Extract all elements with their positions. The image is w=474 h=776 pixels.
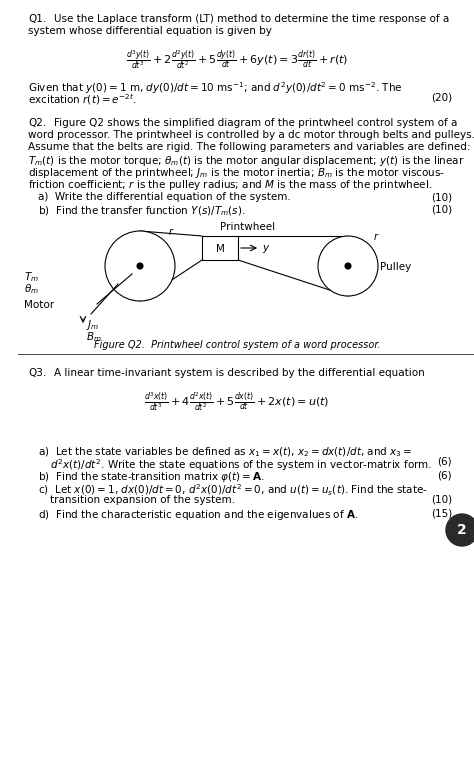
- Text: $J_m$: $J_m$: [86, 318, 100, 332]
- Text: Q3.: Q3.: [28, 368, 46, 378]
- Text: $y$: $y$: [262, 243, 271, 255]
- Text: (10): (10): [431, 204, 452, 214]
- Text: (15): (15): [431, 508, 452, 518]
- Text: $\frac{d^3x(t)}{dt^3} + 4\frac{d^2x(t)}{dt^2} + 5\frac{dx(t)}{dt} + 2x(t) = u(t): $\frac{d^3x(t)}{dt^3} + 4\frac{d^2x(t)}{…: [145, 390, 329, 413]
- Text: c)  Let $x(0) = 1$, $dx(0)/dt = 0$, $d^2x(0)/dt^2 = 0$, and $u(t) = u_s(t)$. Fin: c) Let $x(0) = 1$, $dx(0)/dt = 0$, $d^2x…: [38, 483, 428, 498]
- Text: Use the Laplace transform (LT) method to determine the time response of a: Use the Laplace transform (LT) method to…: [54, 14, 449, 24]
- Text: $B_m$: $B_m$: [86, 330, 102, 344]
- Text: word processor. The printwheel is controlled by a dc motor through belts and pul: word processor. The printwheel is contro…: [28, 130, 474, 140]
- Text: friction coefficient; $r$ is the pulley radius; and $M$ is the mass of the print: friction coefficient; $r$ is the pulley …: [28, 178, 432, 192]
- Text: Q2.: Q2.: [28, 118, 46, 128]
- Text: $T_m$: $T_m$: [24, 270, 39, 284]
- Circle shape: [137, 263, 143, 269]
- Text: r: r: [169, 227, 173, 237]
- Circle shape: [345, 263, 351, 269]
- Text: Q1.: Q1.: [28, 14, 46, 24]
- Text: $d^2x(t)/dt^2$. Write the state equations of the system in vector-matrix form.: $d^2x(t)/dt^2$. Write the state equation…: [50, 457, 432, 473]
- Text: system whose differential equation is given by: system whose differential equation is gi…: [28, 26, 272, 36]
- Text: (6): (6): [438, 457, 452, 467]
- Text: Figure Q2.  Printwheel control system of a word processor.: Figure Q2. Printwheel control system of …: [94, 340, 380, 350]
- Text: b)  Find the state-transition matrix $\varphi(t) = \mathbf{A}$.: b) Find the state-transition matrix $\va…: [38, 470, 265, 484]
- Text: M: M: [216, 244, 224, 254]
- Text: $T_m(t)$ is the motor torque; $\theta_m(t)$ is the motor angular displacement; $: $T_m(t)$ is the motor torque; $\theta_m(…: [28, 154, 465, 168]
- Text: (20): (20): [431, 92, 452, 102]
- Text: (10): (10): [431, 192, 452, 202]
- Text: Motor: Motor: [24, 300, 54, 310]
- Text: $\frac{d^3y(t)}{dt^3} + 2\frac{d^2y(t)}{dt^2} + 5\frac{dy(t)}{dt} + 6y(t) = 3\fr: $\frac{d^3y(t)}{dt^3} + 2\frac{d^2y(t)}{…: [126, 48, 348, 71]
- Text: r: r: [374, 232, 378, 242]
- Circle shape: [446, 514, 474, 546]
- Text: transition expansion of the system.: transition expansion of the system.: [50, 495, 235, 505]
- Text: excitation $r(t) = e^{-2t}$.: excitation $r(t) = e^{-2t}$.: [28, 92, 137, 107]
- Text: Assume that the belts are rigid. The following parameters and variables are defi: Assume that the belts are rigid. The fol…: [28, 142, 471, 152]
- Text: (10): (10): [431, 495, 452, 505]
- Text: Figure Q2 shows the simplified diagram of the printwheel control system of a: Figure Q2 shows the simplified diagram o…: [54, 118, 457, 128]
- Bar: [202, 236, 238, 260]
- Text: a)  Write the differential equation of the system.: a) Write the differential equation of th…: [38, 192, 291, 202]
- Text: b)  Find the transfer function $Y(s)/T_m(s)$.: b) Find the transfer function $Y(s)/T_m(…: [38, 204, 246, 217]
- Text: 2: 2: [457, 523, 467, 537]
- Text: a)  Let the state variables be defined as $x_1 = x(t)$, $x_2 = dx(t)/dt$, and $x: a) Let the state variables be defined as…: [38, 445, 412, 459]
- Text: $\theta_m$: $\theta_m$: [24, 282, 39, 296]
- Text: Pulley: Pulley: [380, 262, 411, 272]
- Text: Printwheel: Printwheel: [220, 222, 275, 232]
- Text: (6): (6): [438, 470, 452, 480]
- Circle shape: [318, 236, 378, 296]
- Text: Given that $y(0) = 1$ m, $dy(0)/dt = 10$ ms$^{-1}$; and $d^2y(0)/dt^2 = 0$ ms$^{: Given that $y(0) = 1$ m, $dy(0)/dt = 10$…: [28, 80, 402, 95]
- Text: displacement of the printwheel; $J_m$ is the motor inertia; $B_m$ is the motor v: displacement of the printwheel; $J_m$ is…: [28, 166, 445, 180]
- Circle shape: [105, 231, 175, 301]
- Text: d)  Find the characteristic equation and the eigenvalues of $\mathbf{A}$.: d) Find the characteristic equation and …: [38, 508, 358, 522]
- Text: A linear time-invariant system is described by the differential equation: A linear time-invariant system is descri…: [54, 368, 425, 378]
